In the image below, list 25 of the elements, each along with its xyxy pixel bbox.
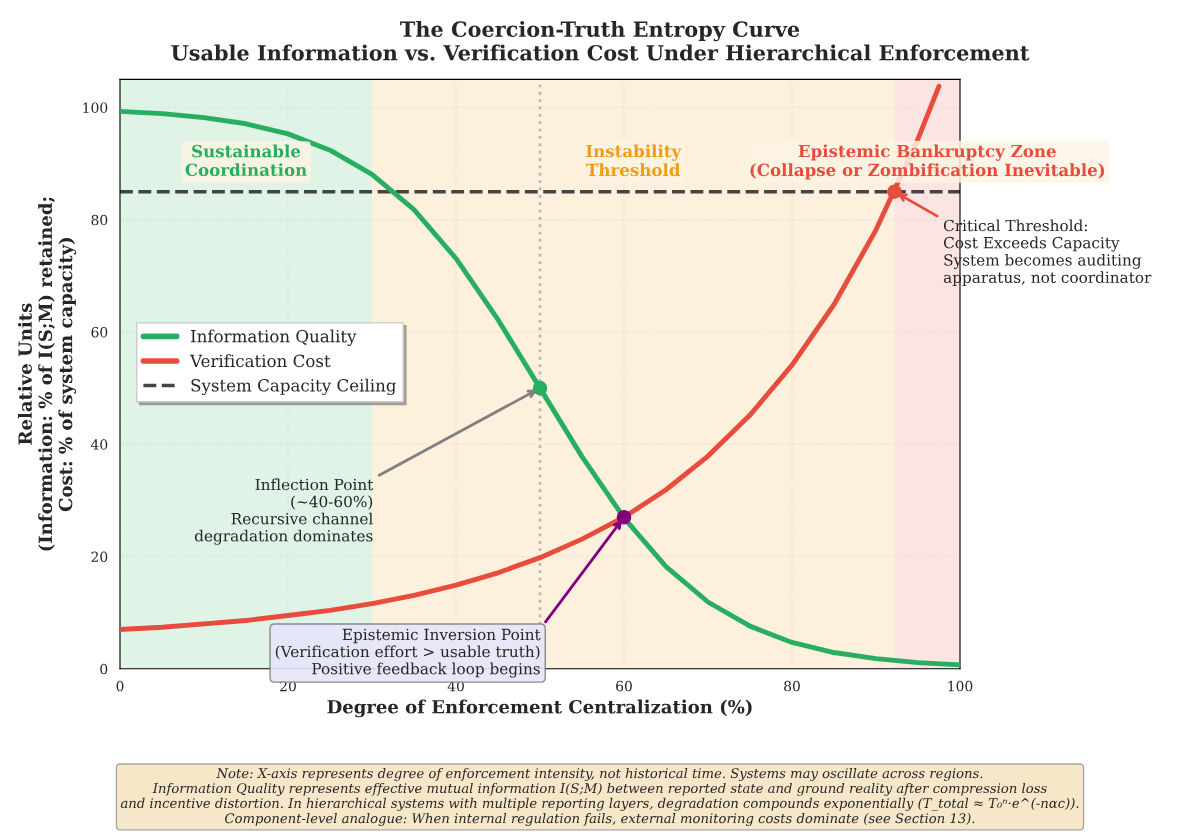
y-tick-label: 60	[91, 326, 108, 338]
y-tick-label: 0	[100, 663, 108, 675]
x-tick-label: 0	[116, 680, 124, 692]
y-tick-label: 40	[90, 439, 108, 450]
x-tick-label: 100	[948, 680, 973, 692]
legend-label: Information Quality	[190, 329, 357, 346]
x-tick-label: 20	[280, 680, 296, 692]
chart-title: The Coercion-Truth Entropy Curve	[400, 20, 800, 42]
legend-label: System Capacity Ceiling	[191, 378, 397, 396]
legend-label: Verification Cost	[189, 354, 331, 368]
text: Note: X-axis represents degree of enforcement intensity, not historical time. Systems may oscillate across regions. Information Quality represents effective mutual information I(S;M) between reported state and ground reality after compression loss and incentive distortion. In hierarchical systems with multiple reporting layers, degradation compounds exponentially (T_total ≈ T₀ⁿ·e^(-nαc)). Component-level analogue: When internal regulation fails, external monitoring costs dominate (see Section 13).	[120, 767, 1079, 826]
x-tick-label: 60	[616, 680, 632, 692]
chart-subtitle: Usable Information vs. Verification Cost Under Hierarchical Enforcement	[171, 44, 1030, 61]
y-tick-label: 80	[91, 214, 108, 226]
y-axis-title: Relative Units (Information: % of I(S;M) retained; Cost: % of system capacity)	[17, 197, 77, 551]
annotation: Epistemic Inversion Point (Verification effort > usable truth) Positive feedback loop begins	[275, 628, 541, 678]
x-tick-label: 80	[784, 680, 800, 692]
band-label: Epistemic Bankruptcy Zone (Collapse or Zombification Inevitable)	[750, 144, 1105, 180]
band-label: Sustainable Coordination	[185, 144, 307, 177]
y-tick-label: 100	[83, 102, 108, 113]
annotation: Inflection Point (~40-60%) Recursive channel degradation dominates	[194, 478, 374, 545]
y-tick-label: 20	[91, 551, 108, 563]
band-label: Instability Threshold	[586, 144, 682, 177]
x-axis-title: Degree of Enforcement Centralization (%)	[327, 699, 752, 718]
x-tick-label: 40	[447, 680, 464, 692]
